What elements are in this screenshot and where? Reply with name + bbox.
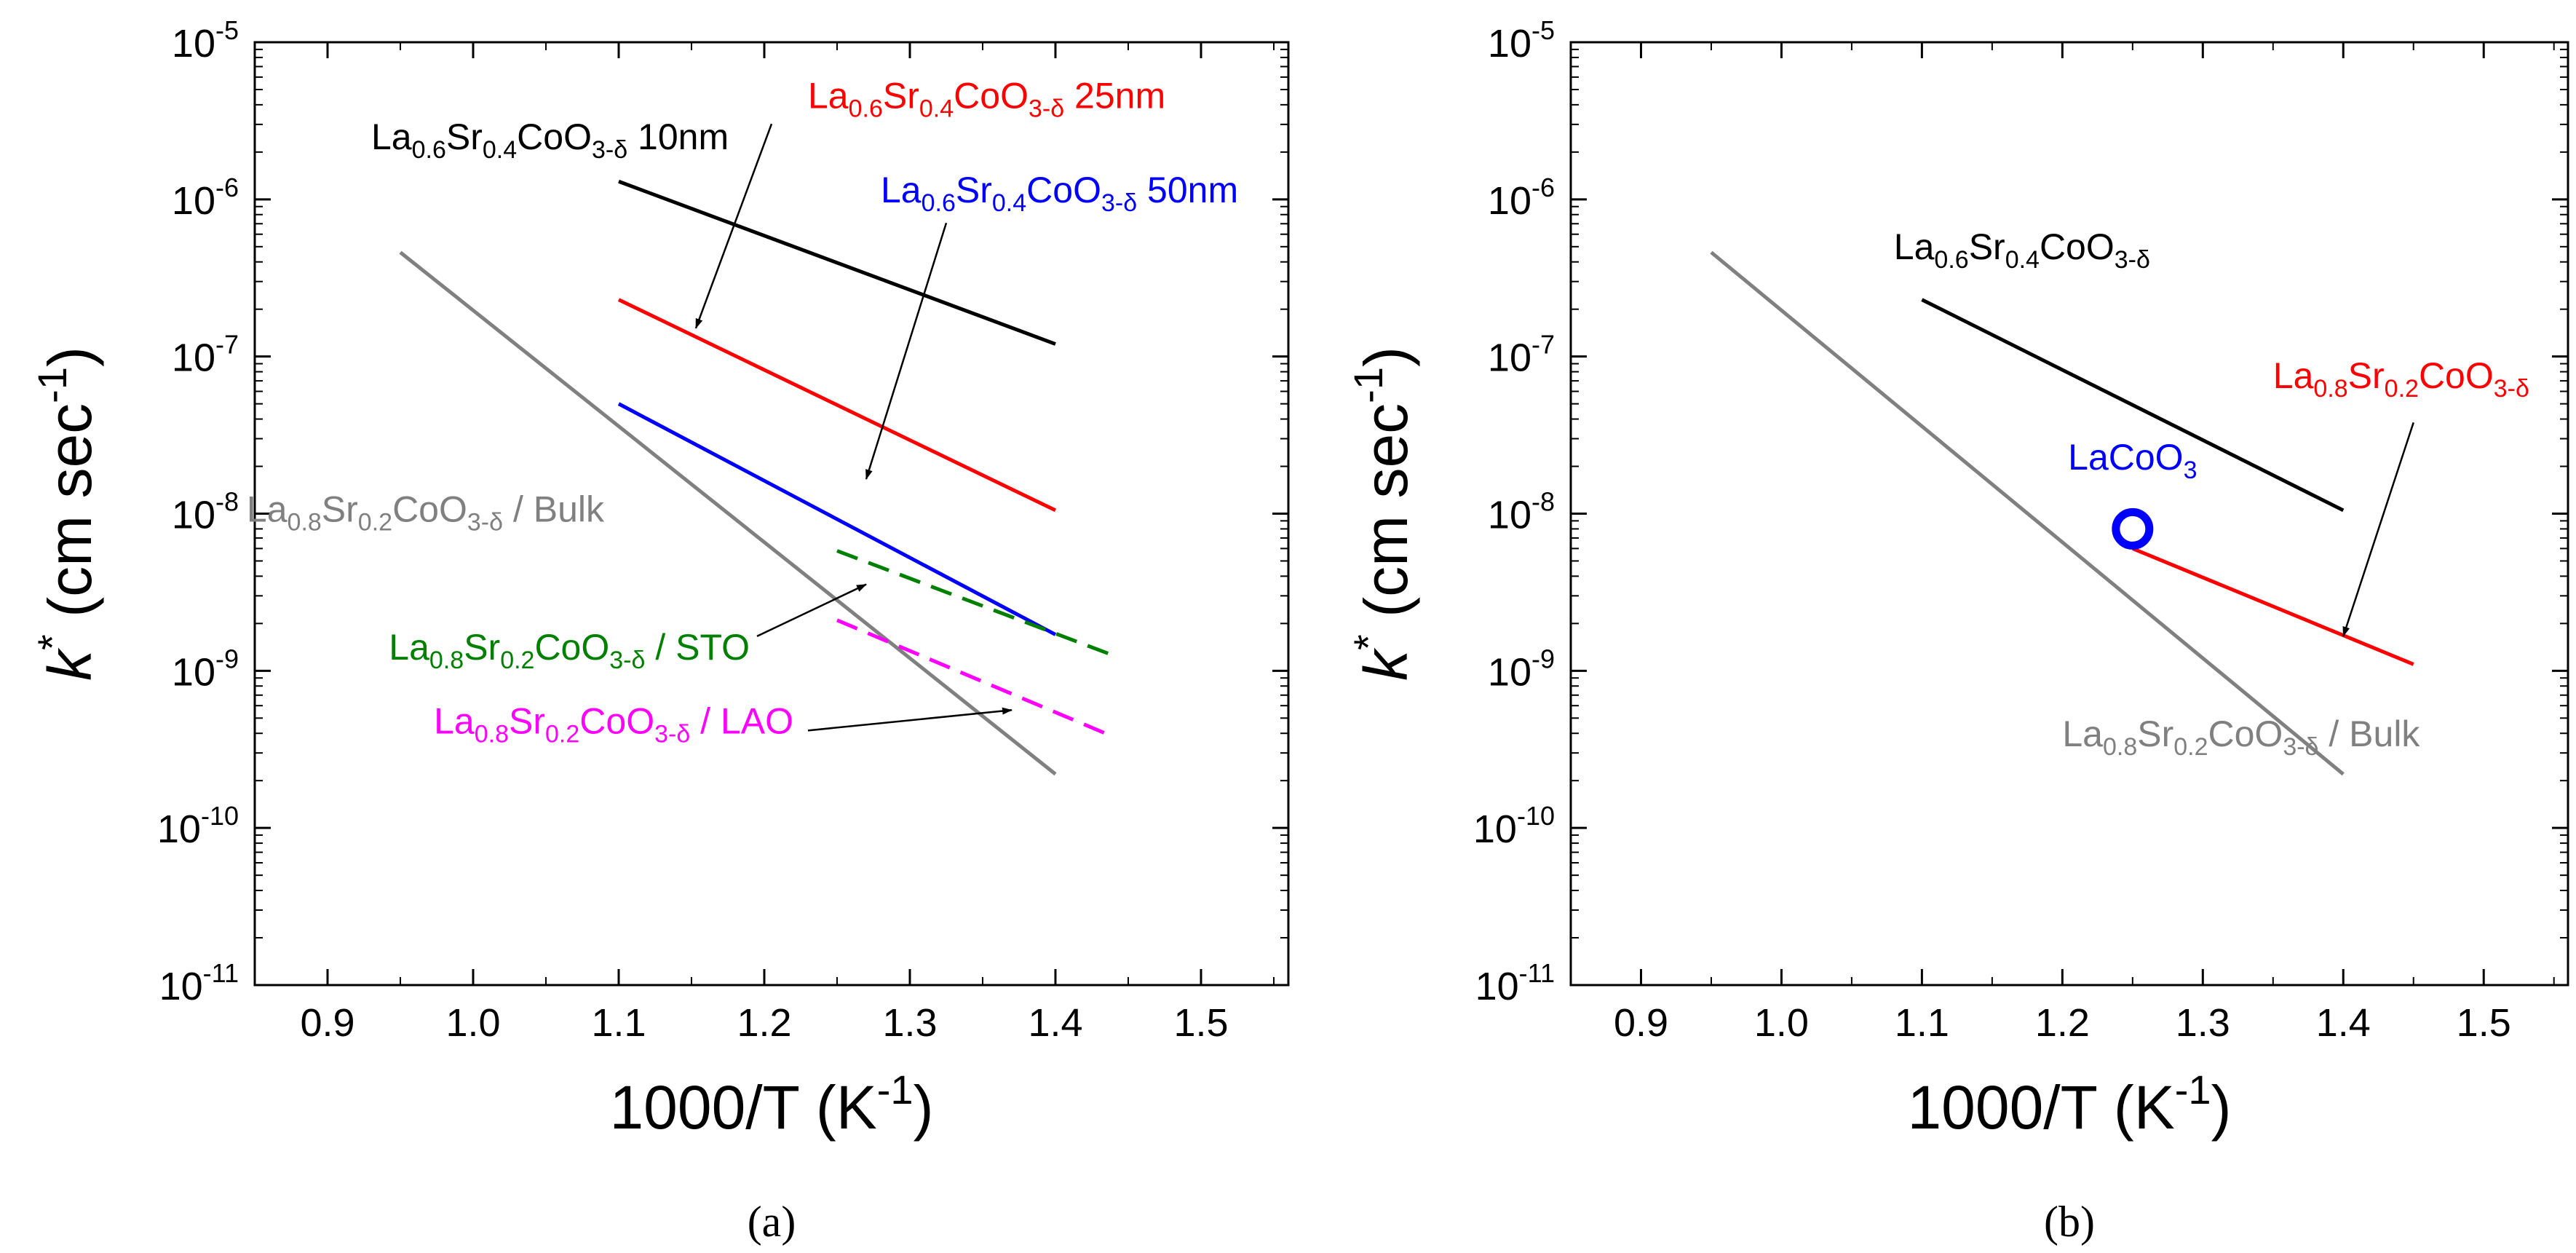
y-tick-label: 10-8: [1488, 487, 1555, 537]
series-line-a-1: [617, 298, 1057, 513]
x-tick-label: 1.1: [591, 1001, 646, 1045]
x-tick-label: 1.2: [2035, 1001, 2090, 1045]
y-tick-label: 10-9: [1488, 644, 1555, 694]
y-tick-label: 10-5: [1488, 15, 1555, 66]
series-label-lsc82: La0.8Sr0.2CoO3-δ: [2273, 355, 2529, 403]
series-line-a-2: [617, 402, 1057, 636]
y-tick-label: 10-10: [157, 801, 239, 851]
x-tick-label: 1.5: [2457, 1001, 2511, 1045]
y-tick-label: 10-11: [159, 958, 239, 1008]
y-axis-label: k* (cm sec-1): [1345, 347, 1420, 681]
series-label-lsc64: La0.6Sr0.4CoO3-δ: [1894, 226, 2150, 274]
annotation-arrow: [2342, 422, 2414, 637]
annotation-arrow: [865, 222, 948, 480]
series-line-a-3: [399, 250, 1057, 776]
x-tick-label: 1.4: [2316, 1001, 2371, 1045]
y-tick-label: 10-11: [1475, 958, 1555, 1008]
y-tick-label: 10-8: [172, 487, 239, 537]
series-label-bulk_b: La0.8Sr0.2CoO3-δ / Bulk: [2062, 714, 2420, 761]
y-tick-label: 10-7: [172, 330, 239, 380]
x-tick-label: 1.3: [2176, 1001, 2230, 1045]
x-tick-label: 1.4: [1028, 1001, 1082, 1045]
chart-panel-b: 10-5 10-6 10-7 10-8 10-9 10-10 10-11 0.9 1.0 1.1 1…: [1345, 15, 2569, 1246]
panel-caption: (a): [748, 1198, 796, 1246]
y-tick-label: 10-5: [172, 15, 239, 66]
series-label-lsc50: La0.6Sr0.4CoO3-δ 50nm: [881, 170, 1238, 217]
x-axis-label: 1000/T (K-1): [1907, 1067, 2231, 1142]
series-line-b-1: [2131, 547, 2414, 666]
series-label-sto: La0.8Sr0.2CoO3-δ / STO: [389, 627, 750, 674]
marker-b-0: [2112, 507, 2154, 550]
series-line-a-4: [836, 549, 1114, 657]
y-tick-label: 10-6: [172, 173, 239, 223]
series-label-bulk: La0.8Sr0.2CoO3-δ / Bulk: [247, 489, 605, 536]
annotation-arrow: [694, 123, 773, 329]
series-label-lsc25: La0.6Sr0.4CoO3-δ 25nm: [808, 76, 1165, 123]
annotation-arrow: [756, 583, 867, 637]
series-label-lao: La0.8Sr0.2CoO3-δ / LAO: [434, 701, 793, 748]
series-line-a-0: [618, 179, 1056, 346]
y-axis-label: k* (cm sec-1): [29, 347, 104, 681]
y-tick-label: 10-7: [1488, 330, 1555, 380]
y-tick-label: 10-6: [1488, 173, 1555, 223]
series-label-lsc10: La0.6Sr0.4CoO3-δ 10nm: [371, 116, 729, 164]
plot-frame: [1569, 41, 2569, 987]
x-tick-label: 1.1: [1895, 1001, 1949, 1045]
x-tick-label: 1.5: [1173, 1001, 1228, 1045]
x-tick-label: 0.9: [300, 1001, 354, 1045]
x-axis-label: 1000/T (K-1): [609, 1067, 933, 1142]
y-tick-label: 10-10: [1473, 801, 1555, 851]
x-tick-label: 1.0: [445, 1001, 500, 1045]
series-line-b-0: [1921, 298, 2345, 513]
y-tick-label: 10-9: [172, 644, 239, 694]
x-tick-label: 0.9: [1614, 1001, 1668, 1045]
annotation-arrow: [807, 707, 1012, 732]
series-line-b-2: [1710, 250, 2345, 776]
x-tick-label: 1.0: [1754, 1001, 1809, 1045]
chart-panel-a: 10-5 10-6 10-7 10-8 10-9 10-10 10-11 0.9 1.0 1.1 1…: [29, 15, 1290, 1246]
x-tick-label: 1.3: [882, 1001, 937, 1045]
series-label-lacoo3: LaCoO3: [2068, 437, 2197, 484]
series-line-a-5: [836, 618, 1114, 739]
panel-caption: (b): [2044, 1198, 2095, 1246]
x-tick-label: 1.2: [737, 1001, 791, 1045]
